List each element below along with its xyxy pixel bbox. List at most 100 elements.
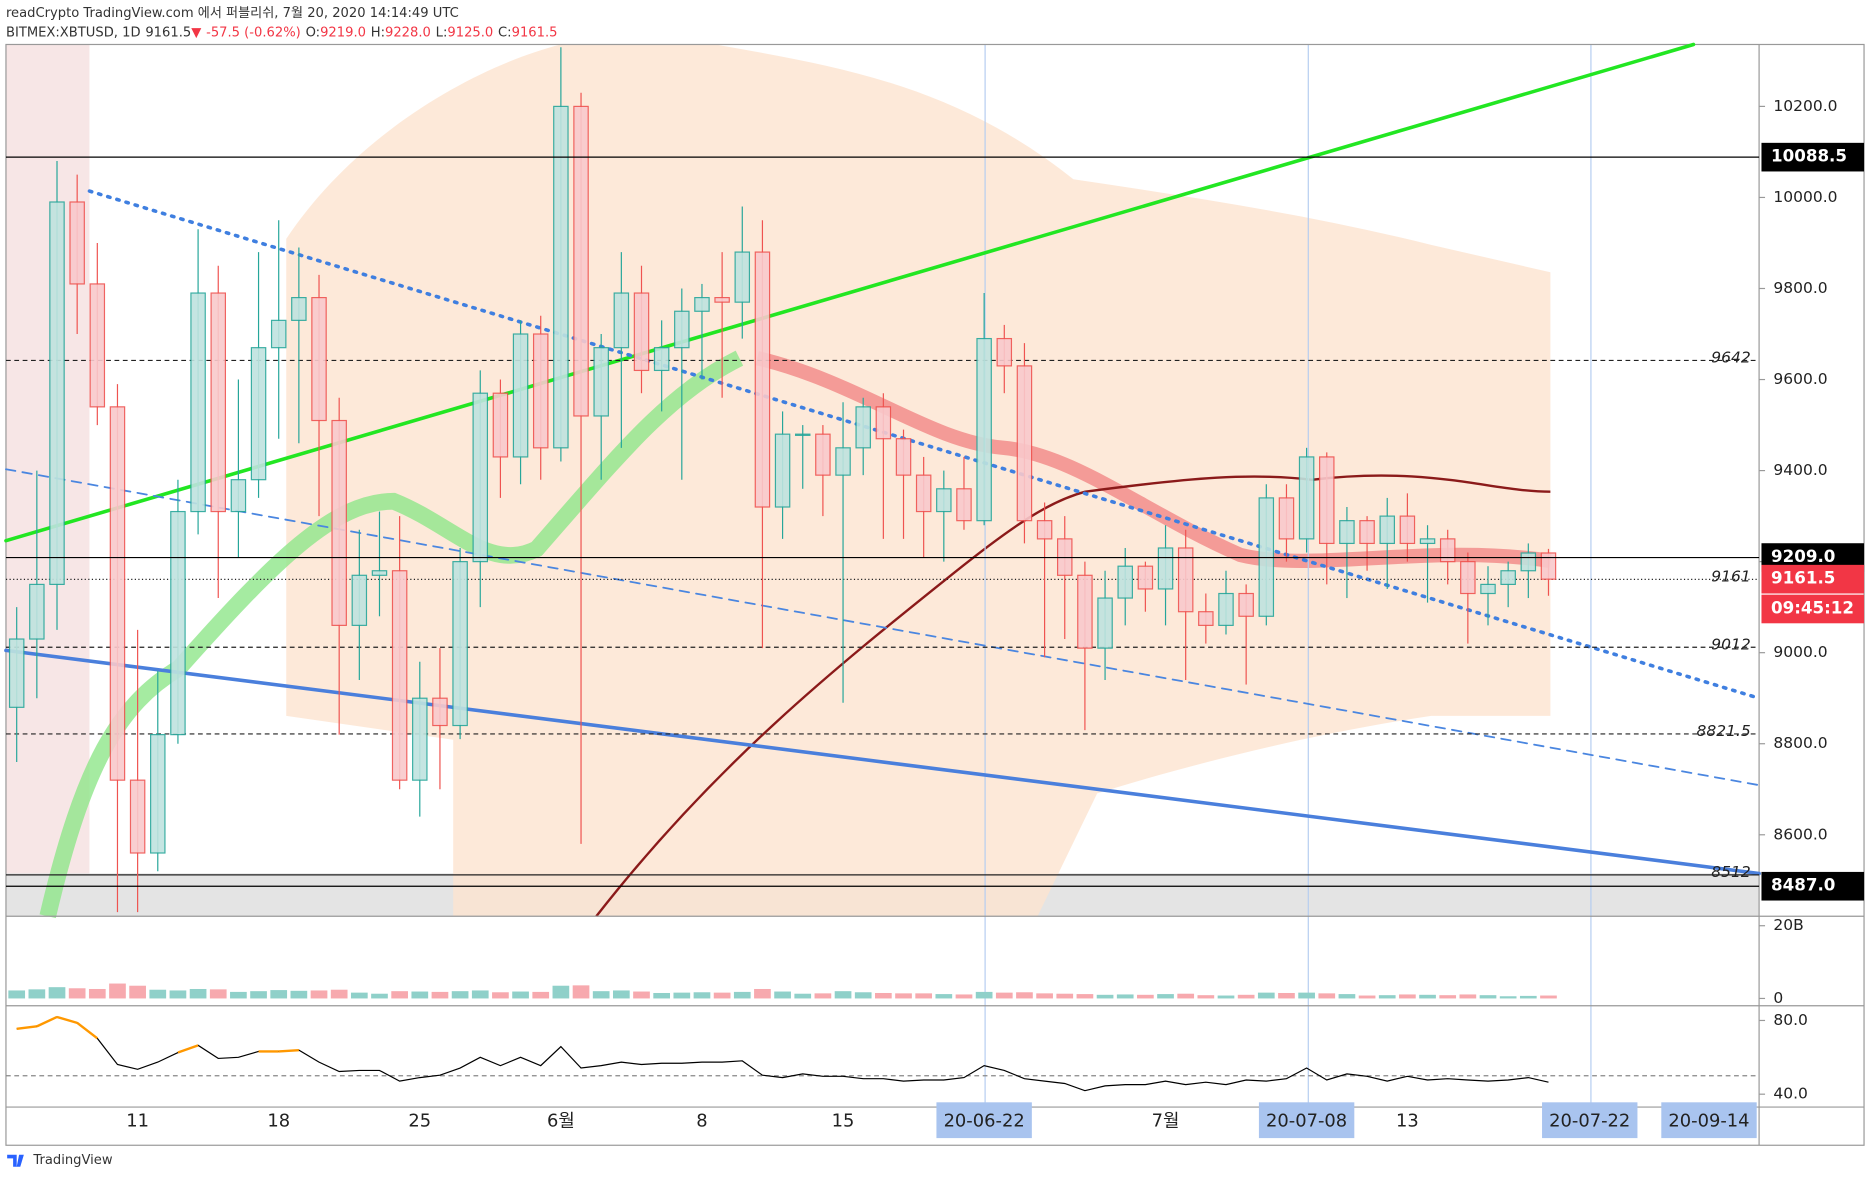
quote-part: ▼ [191, 25, 202, 40]
moving-average [595, 474, 1551, 918]
footer-brand: TradingView [32, 1153, 112, 1168]
volume-bar [1338, 994, 1356, 999]
oscillator-hot [56, 1015, 78, 1025]
x-tick-label: 20-06-22 [944, 1110, 1025, 1131]
candle-body [190, 292, 206, 513]
volume-bar [330, 989, 348, 999]
volume-bar [1056, 993, 1074, 999]
candle-body [1298, 456, 1315, 540]
volume-bar [1217, 995, 1235, 999]
volume-bar [854, 992, 872, 999]
countdown-tag [1761, 594, 1865, 624]
volume-bar [391, 991, 408, 999]
volume-bar [68, 988, 86, 999]
candle-body [311, 297, 327, 422]
y-tick-label: 8600.0 [1773, 825, 1827, 843]
candle-body [49, 201, 65, 585]
volume-bar [1016, 992, 1033, 999]
quote-part: L: [436, 25, 448, 40]
volume-bar [1298, 992, 1315, 999]
candle-body [694, 297, 710, 312]
candle-body [1157, 547, 1174, 590]
volume-bar [88, 988, 106, 999]
x-label-box [1258, 1102, 1355, 1139]
candle-body [472, 392, 489, 563]
candle-body [1379, 515, 1395, 545]
candle-body [815, 433, 831, 476]
y-tick-label: 9800.0 [1773, 279, 1827, 297]
candle-body [1278, 497, 1295, 540]
volume-bar [612, 990, 630, 999]
candle-body [1117, 565, 1133, 599]
candle-body [674, 310, 690, 349]
price-tag-label: 8487.0 [1771, 876, 1835, 895]
candle-body [633, 292, 650, 372]
volume-bar [1479, 995, 1497, 999]
volume-bar [713, 992, 731, 999]
volume-bar [754, 988, 771, 999]
quote-part: 9161.5 [145, 25, 191, 40]
level-label: 8512 [1711, 863, 1750, 881]
volume-bar [572, 985, 590, 999]
candle-body [129, 779, 146, 854]
volume-bar [1237, 994, 1255, 999]
volume-bar [733, 991, 751, 999]
level-label: 9642 [1711, 349, 1750, 367]
quote-part: H: [371, 25, 385, 40]
volume-bar [1318, 993, 1336, 999]
x-tick-label: 25 [408, 1110, 431, 1131]
x-tick-label: 7월 [1152, 1110, 1180, 1131]
volume-bar [169, 990, 187, 999]
volume-bar [109, 983, 126, 999]
candle-body [1137, 565, 1154, 590]
candle-body [1419, 538, 1436, 545]
candle-body [936, 488, 952, 513]
candle-body [89, 283, 106, 408]
candle-body [895, 438, 912, 476]
oscillator-hot [76, 1021, 99, 1040]
volume-bar [1399, 994, 1416, 999]
volume-bar [552, 985, 570, 999]
candle-body [1177, 547, 1194, 613]
candle-body [391, 570, 408, 781]
volume-bar [28, 989, 46, 999]
trend-line [5, 468, 1760, 787]
volume-bar [1036, 993, 1053, 999]
candle-body [1319, 456, 1335, 545]
y-tick-label: 9600.0 [1773, 370, 1827, 388]
candle-body [230, 479, 247, 513]
volume-bar [1257, 992, 1275, 999]
volume-bar [592, 991, 610, 999]
volume-bar [633, 991, 650, 999]
x-tick-label: 8 [696, 1110, 707, 1131]
volume-bar [270, 990, 288, 999]
y-tick-label: 9000.0 [1773, 643, 1827, 661]
volume-bar [48, 987, 66, 999]
candle-body [1540, 552, 1557, 580]
trend-line [4, 42, 1696, 543]
x-label-box [1542, 1102, 1638, 1139]
candle-body [855, 406, 871, 449]
candle-body [835, 447, 851, 476]
volume-bar [1459, 994, 1477, 999]
level-label: 8821.5 [1696, 722, 1750, 740]
candle-body [8, 638, 25, 708]
oscillator-hot [16, 1025, 37, 1030]
logo [7, 1154, 24, 1167]
trend-line [87, 189, 1761, 700]
candle-body [996, 337, 1013, 367]
quote-part: C: [498, 25, 512, 40]
volume-bar [693, 992, 711, 999]
candle-body [1077, 574, 1093, 649]
volume-bar [895, 993, 912, 999]
trend-line [4, 648, 1761, 876]
volume-bar [814, 993, 832, 999]
price-tag-label: 9161.5 [1771, 569, 1835, 588]
candle-body [734, 251, 751, 303]
candle-body [109, 406, 126, 781]
candle-body [412, 697, 428, 781]
x-future-label: 20-09-14 [1668, 1110, 1749, 1131]
price-tag [1761, 142, 1865, 172]
